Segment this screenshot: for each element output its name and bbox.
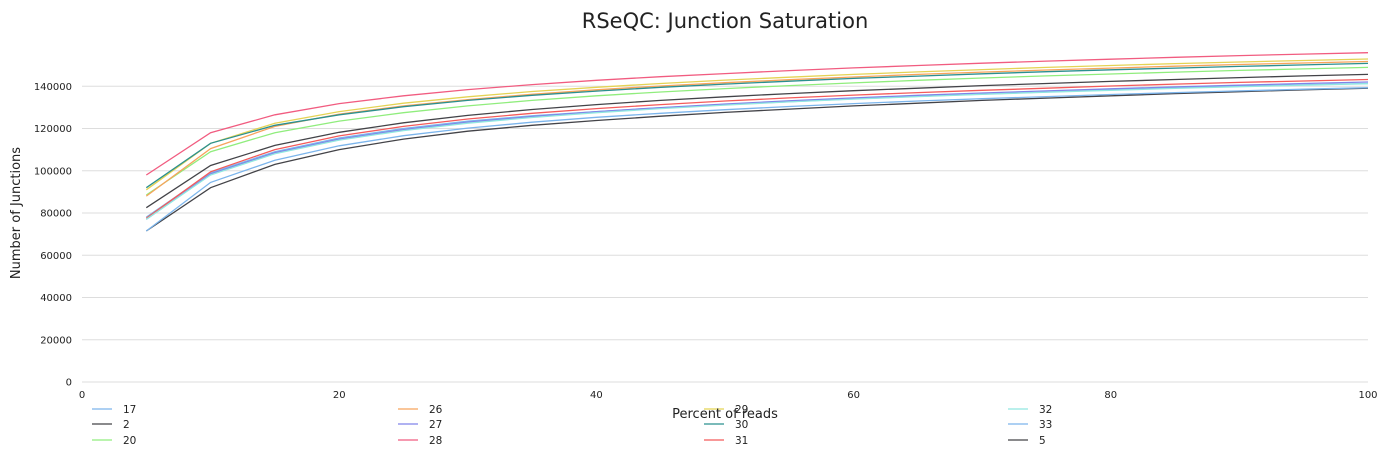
legend: 17 2 20 26 27 28 29 30 31 32 33 5 <box>92 404 1052 447</box>
y-tick-label: 140000 <box>34 82 72 93</box>
series-line-20 <box>145 66 1369 196</box>
series-line-30 <box>145 62 1369 189</box>
legend-label: 2 <box>123 419 130 431</box>
y-tick-label: 40000 <box>40 293 72 304</box>
legend-item-28[interactable]: 28 <box>398 435 442 447</box>
series-line-5 <box>145 73 1369 209</box>
y-tick-label: 120000 <box>34 124 72 135</box>
series-line-31 <box>145 78 1369 219</box>
x-tick-label: 20 <box>333 390 346 401</box>
y-tick-label: 100000 <box>34 166 72 177</box>
legend-item-2[interactable]: 2 <box>92 419 130 431</box>
x-tick-label: 80 <box>1104 390 1117 401</box>
grid <box>82 85 1368 383</box>
x-axis-ticks: 0 20 40 60 80 100 <box>79 390 1378 401</box>
legend-label: 30 <box>735 419 748 431</box>
legend-item-31[interactable]: 31 <box>704 435 748 447</box>
legend-item-27[interactable]: 27 <box>398 419 442 431</box>
x-tick-label: 0 <box>79 390 85 401</box>
x-tick-label: 60 <box>847 390 860 401</box>
y-tick-label: 20000 <box>40 335 72 346</box>
x-tick-label: 100 <box>1358 390 1377 401</box>
chart-title: RSeQC: Junction Saturation <box>582 9 869 33</box>
y-tick-label: 60000 <box>40 251 72 262</box>
legend-item-30[interactable]: 30 <box>704 419 748 431</box>
legend-item-17[interactable]: 17 <box>92 404 136 416</box>
legend-item-29[interactable]: 29 <box>704 404 748 416</box>
x-axis-label: Percent of reads <box>672 407 778 422</box>
legend-item-32[interactable]: 32 <box>1008 404 1052 416</box>
legend-label: 31 <box>735 435 748 447</box>
legend-label: 28 <box>429 435 442 447</box>
series-lines <box>145 52 1369 232</box>
series-line-26 <box>145 60 1369 197</box>
series-line-33 <box>145 87 1369 232</box>
legend-item-5[interactable]: 5 <box>1008 435 1046 447</box>
series-line-2 <box>145 87 1369 232</box>
series-line-29 <box>145 58 1369 191</box>
legend-item-33[interactable]: 33 <box>1008 419 1052 431</box>
legend-label: 5 <box>1039 435 1046 447</box>
legend-label: 33 <box>1039 419 1052 431</box>
legend-item-20[interactable]: 20 <box>92 435 136 447</box>
legend-label: 32 <box>1039 404 1052 416</box>
legend-item-26[interactable]: 26 <box>398 404 443 416</box>
y-axis-ticks: 0 20000 40000 60000 80000 100000 120000 140000 <box>34 82 72 389</box>
y-tick-label: 0 <box>66 378 72 389</box>
legend-label: 17 <box>123 404 136 416</box>
series-line-32 <box>145 83 1369 220</box>
x-tick-label: 40 <box>590 390 603 401</box>
legend-label: 29 <box>735 404 748 416</box>
y-tick-label: 80000 <box>40 209 72 220</box>
legend-label: 20 <box>123 435 136 447</box>
legend-label: 27 <box>429 419 442 431</box>
series-line-28 <box>145 52 1369 176</box>
legend-label: 26 <box>429 404 443 416</box>
series-line-27 <box>145 81 1369 220</box>
y-axis-label: Number of Junctions <box>9 147 24 279</box>
